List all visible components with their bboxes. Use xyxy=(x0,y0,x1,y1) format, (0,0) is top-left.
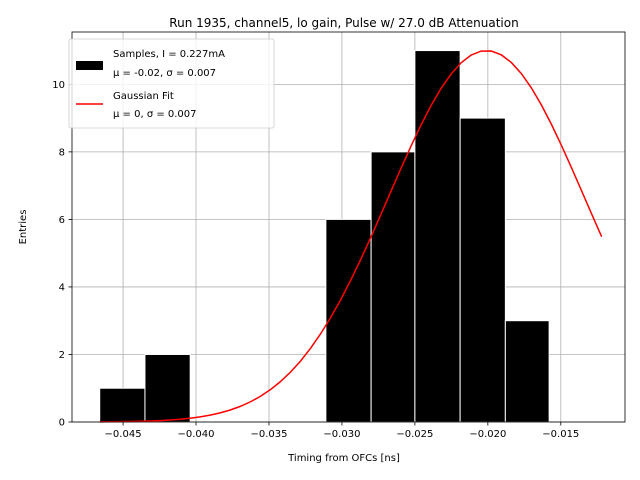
y-tick-label: 0 xyxy=(59,418,65,429)
x-axis-label: Timing from OFCs [ns] xyxy=(287,453,400,464)
gaussian-fit xyxy=(99,50,603,423)
legend-samples-swatch xyxy=(76,61,103,70)
y-axis-label: Entries xyxy=(18,210,29,245)
x-tick-label: −0.035 xyxy=(250,429,287,440)
histogram-bars xyxy=(99,50,550,423)
legend-fit-stats: μ = 0, σ = 0.007 xyxy=(113,109,197,120)
x-tick-label: −0.030 xyxy=(323,429,360,440)
y-tick-label: 2 xyxy=(59,350,65,361)
plot-area-frame xyxy=(71,31,626,423)
legend-samples-label: Samples, I = 0.227mA xyxy=(113,49,225,60)
x-tick-label: −0.045 xyxy=(105,429,142,440)
histogram-bar xyxy=(99,387,146,423)
y-axis-ticks: 0 2 4 6 8 10 xyxy=(52,80,72,429)
y-tick-label: 4 xyxy=(59,282,65,293)
histogram-bar xyxy=(504,320,550,423)
x-axis-ticks: −0.045 −0.040 −0.035 −0.030 −0.025 −0.020 −0.0… xyxy=(105,422,579,440)
legend-fit-label: Gaussian Fit xyxy=(113,91,174,102)
legend-samples-stats: μ = -0.02, σ = 0.007 xyxy=(113,68,216,79)
legend: Samples, I = 0.227mA μ = -0.02, σ = 0.00… xyxy=(68,38,275,129)
histogram-bar xyxy=(144,353,191,423)
histogram-bar xyxy=(414,50,461,423)
chart-title: Run 1935, channel5, lo gain, Pulse w/ 27… xyxy=(169,16,518,30)
x-tick-label: −0.020 xyxy=(469,429,506,440)
legend-box xyxy=(68,38,275,129)
x-tick-label: −0.040 xyxy=(178,429,215,440)
y-tick-label: 8 xyxy=(59,147,65,158)
x-tick-label: −0.025 xyxy=(396,429,433,440)
y-tick-label: 10 xyxy=(52,80,65,91)
x-tick-label: −0.015 xyxy=(542,429,579,440)
y-tick-label: 6 xyxy=(59,215,65,226)
gaussian-fit-line xyxy=(99,50,603,423)
histogram-bar xyxy=(459,117,506,423)
histogram-bar xyxy=(370,151,416,423)
